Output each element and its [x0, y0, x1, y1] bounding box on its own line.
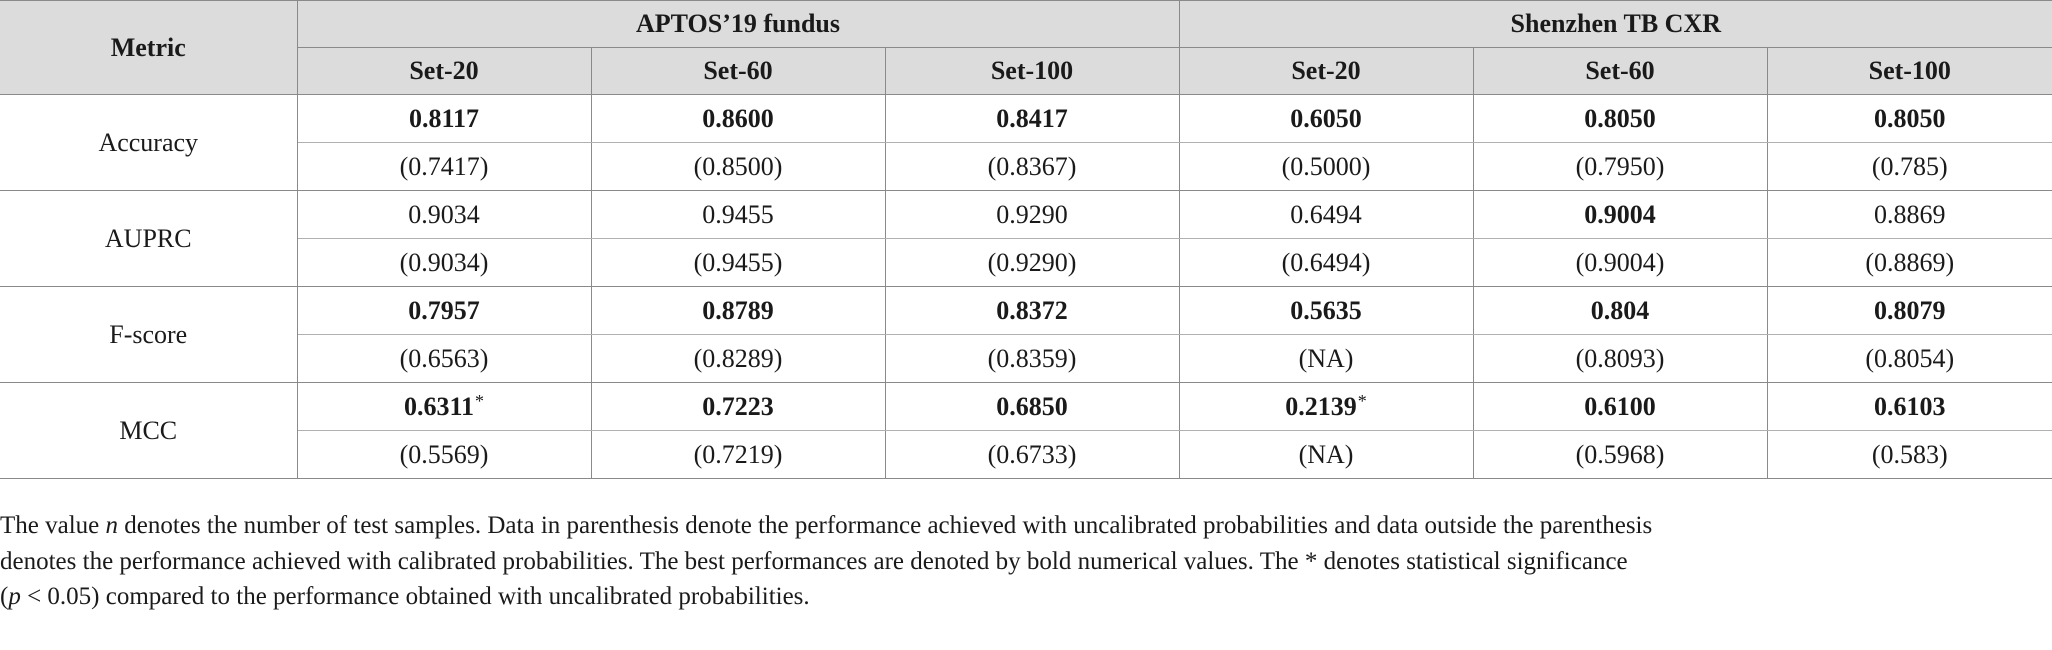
uncalibrated-value-cell: (NA)	[1179, 430, 1474, 479]
calibrated-value-cell: 0.8600	[591, 94, 886, 143]
calibrated-value-cell: 0.6850	[885, 382, 1180, 431]
table-footnote: The value n denotes the number of test s…	[0, 508, 2052, 615]
set-header: Set-60	[591, 47, 886, 95]
calibrated-value-cell: 0.8372	[885, 286, 1180, 335]
uncalibrated-value-cell: (0.6494)	[1179, 238, 1474, 287]
calibrated-value-cell: 0.8079	[1767, 286, 2052, 335]
table-row: (0.6563) (0.8289) (0.8359) (NA) (0.8093) (0.8…	[0, 334, 2052, 383]
calibrated-value-cell: 0.5635	[1179, 286, 1474, 335]
footnote-line: denotes the performance achieved with ca…	[0, 547, 1628, 575]
significance-marker: *	[1357, 391, 1367, 411]
calibrated-value-cell: 0.9034	[297, 190, 592, 239]
footnote-line: (p < 0.05) compared to the performance o…	[0, 583, 810, 610]
uncalibrated-value-cell: (0.8054)	[1767, 334, 2052, 383]
uncalibrated-value-cell: (0.785)	[1767, 142, 2052, 191]
uncalibrated-value-cell: (0.8093)	[1473, 334, 1768, 383]
table-body: Accuracy 0.8117 0.8600 0.8417 0.6050 0.8050 0.…	[0, 94, 2052, 479]
calibrated-value-cell: 0.9290	[885, 190, 1180, 239]
set-header: Set-100	[885, 47, 1180, 95]
calibrated-value-cell: 0.8789	[591, 286, 886, 335]
uncalibrated-value-cell: (0.9290)	[885, 238, 1180, 287]
table-row: Accuracy 0.8117 0.8600 0.8417 0.6050 0.8050 0.…	[0, 94, 2052, 191]
metric-label: F-score	[0, 286, 298, 383]
uncalibrated-value-cell: (0.9455)	[591, 238, 886, 287]
footnote-line: The value n denotes the number of test s…	[0, 512, 1653, 539]
set-header: Set-20	[1179, 47, 1474, 95]
uncalibrated-value-cell: (0.5569)	[297, 430, 592, 479]
calibrated-value-cell: 0.7957	[297, 286, 592, 335]
metric-label: AUPRC	[0, 190, 298, 287]
table-header-set-row: Set-20 Set-60 Set-100 Set-20 Set-60 Set-…	[0, 47, 2052, 95]
calibrated-value-cell: 0.9004	[1473, 190, 1768, 239]
metric-label: Accuracy	[0, 94, 298, 191]
table-row: F-score 0.7957 0.8789 0.8372 0.5635 0.804 0.80…	[0, 286, 2052, 383]
table-row: MCC 0.6311* 0.7223 0.6850 0.2139* 0.6100 0.610…	[0, 382, 2052, 479]
table-row: (0.5569) (0.7219) (0.6733) (NA) (0.5968) (0.5…	[0, 430, 2052, 479]
calibrated-value-cell: 0.804	[1473, 286, 1768, 335]
calibrated-value-cell: 0.6103	[1767, 382, 2052, 431]
uncalibrated-value-cell: (0.7219)	[591, 430, 886, 479]
calibrated-value-cell: 0.8417	[885, 94, 1180, 143]
uncalibrated-value-cell: (0.583)	[1767, 430, 2052, 479]
metric-column-header: Metric	[0, 0, 298, 95]
variable-n: n	[105, 512, 119, 539]
calibrated-value-cell: 0.6050	[1179, 94, 1474, 143]
uncalibrated-value-cell: (0.7417)	[297, 142, 592, 191]
calibrated-value-cell: 0.2139*	[1179, 382, 1474, 431]
uncalibrated-value-cell: (0.6733)	[885, 430, 1180, 479]
table-row: (0.9034) (0.9455) (0.9290) (0.6494) (0.9004)…	[0, 238, 2052, 287]
uncalibrated-value-cell: (0.5968)	[1473, 430, 1768, 479]
set-header: Set-20	[297, 47, 592, 95]
calibrated-value-cell: 0.8050	[1767, 94, 2052, 143]
calibrated-value-cell: 0.9455	[591, 190, 886, 239]
set-header: Set-60	[1473, 47, 1768, 95]
shenzhen-group-header: Shenzhen TB CXR	[1179, 0, 2052, 48]
calibrated-value-cell: 0.8117	[297, 94, 592, 143]
variable-p: p	[8, 583, 21, 610]
table-row: (0.7417) (0.8500) (0.8367) (0.5000) (0.7950)…	[0, 142, 2052, 191]
results-table-container: Metric APTOS’19 fundus Shenzhen TB CXR S…	[0, 0, 2052, 479]
table-row: AUPRC 0.9034 0.9455 0.9290 0.6494 0.9004 0.886…	[0, 190, 2052, 287]
calibrated-value-cell: 0.6494	[1179, 190, 1474, 239]
uncalibrated-value-cell: (0.8869)	[1767, 238, 2052, 287]
uncalibrated-value-cell: (0.8359)	[885, 334, 1180, 383]
uncalibrated-value-cell: (0.8500)	[591, 142, 886, 191]
significance-marker: *	[475, 391, 485, 411]
metric-label: MCC	[0, 382, 298, 479]
calibrated-value-cell: 0.7223	[591, 382, 886, 431]
uncalibrated-value-cell: (0.6563)	[297, 334, 592, 383]
uncalibrated-value-cell: (0.5000)	[1179, 142, 1474, 191]
set-header: Set-100	[1767, 47, 2052, 95]
table-header-group-row: Metric APTOS’19 fundus Shenzhen TB CXR	[0, 0, 2052, 95]
aptos-group-header: APTOS’19 fundus	[297, 0, 1180, 48]
calibrated-value-cell: 0.8050	[1473, 94, 1768, 143]
uncalibrated-value-cell: (NA)	[1179, 334, 1474, 383]
uncalibrated-value-cell: (0.8289)	[591, 334, 886, 383]
calibrated-value-cell: 0.6100	[1473, 382, 1768, 431]
calibrated-value-cell: 0.8869	[1767, 190, 2052, 239]
uncalibrated-value-cell: (0.7950)	[1473, 142, 1768, 191]
calibrated-value-cell: 0.6311*	[297, 382, 592, 431]
uncalibrated-value-cell: (0.9004)	[1473, 238, 1768, 287]
uncalibrated-value-cell: (0.8367)	[885, 142, 1180, 191]
results-table: Metric APTOS’19 fundus Shenzhen TB CXR S…	[0, 0, 2052, 479]
uncalibrated-value-cell: (0.9034)	[297, 238, 592, 287]
